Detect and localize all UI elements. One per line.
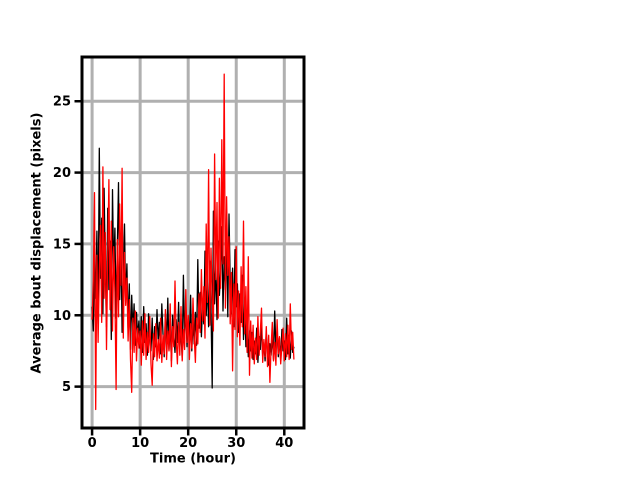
y-tick-label: 15 [53,237,71,252]
y-tick-label: 10 [53,309,71,324]
x-tick-label: 40 [275,436,293,451]
series-red-line [91,73,295,411]
x-tick-label: 30 [227,436,245,451]
y-tick-label: 20 [53,166,71,181]
x-tick-label: 20 [179,436,197,451]
x-tick-label: 0 [88,436,97,451]
plot-border [80,55,306,430]
x-axis-label: Time (hour) [150,451,236,467]
y-tick-label: 25 [53,95,71,110]
y-axis-label: Average bout displacement (pixels) [29,112,45,374]
x-tick-label: 10 [131,436,149,451]
y-tick-label: 5 [62,380,71,395]
